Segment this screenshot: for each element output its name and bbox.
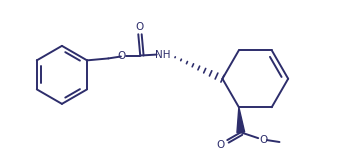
Text: O: O [259,135,267,145]
Text: O: O [216,140,225,150]
Text: O: O [118,50,126,60]
Text: O: O [135,22,143,31]
Text: NH: NH [155,50,170,60]
Polygon shape [237,107,245,133]
